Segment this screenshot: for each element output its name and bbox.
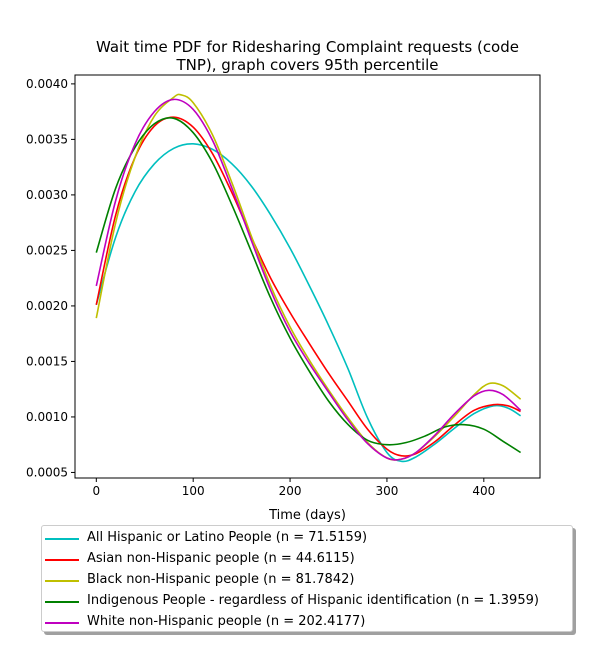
y-tick-label: 0.0015 [26, 354, 68, 368]
y-tick-label: 0.0035 [26, 132, 68, 146]
legend-label: Asian non-Hispanic people (n = 44.6115) [87, 551, 355, 566]
legend-item: White non-Hispanic people (n = 202.4177) [42, 612, 572, 633]
legend: All Hispanic or Latino People (n = 71.51… [41, 525, 573, 632]
x-tick-label: 400 [472, 484, 495, 498]
x-axis: 0 100 200 300 400 [92, 478, 495, 498]
y-tick-label: 0.0025 [26, 243, 68, 257]
legend-swatch [45, 580, 79, 582]
y-tick-label: 0.0010 [26, 410, 68, 424]
legend-item: Indigenous People - regardless of Hispan… [42, 591, 572, 612]
legend-label: White non-Hispanic people (n = 202.4177) [87, 614, 366, 629]
x-tick-label: 300 [375, 484, 398, 498]
x-tick-label: 0 [92, 484, 100, 498]
y-tick-label: 0.0040 [26, 77, 68, 91]
legend-swatch [45, 622, 79, 624]
legend-item: All Hispanic or Latino People (n = 71.51… [42, 528, 572, 549]
legend-label: All Hispanic or Latino People (n = 71.51… [87, 530, 368, 545]
legend-swatch [45, 538, 79, 540]
series-lines [95, 93, 522, 463]
series-line-1 [95, 142, 522, 463]
x-axis-label: Time (days) [268, 508, 346, 523]
y-tick-label: 0.0005 [26, 465, 68, 479]
series-line-5 [95, 98, 522, 461]
x-tick-label: 100 [182, 484, 205, 498]
series-line-2 [95, 116, 521, 457]
legend-label: Indigenous People - regardless of Hispan… [87, 593, 539, 608]
chart-title-line: Wait time PDF for Ridesharing Complaint … [96, 38, 519, 56]
series-line-4 [95, 117, 522, 454]
y-tick-label: 0.0030 [26, 188, 68, 202]
legend-swatch [45, 559, 79, 561]
legend-swatch [45, 601, 79, 603]
legend-item: Black non-Hispanic people (n = 81.7842) [42, 570, 572, 591]
legend-label: Black non-Hispanic people (n = 81.7842) [87, 572, 355, 587]
x-tick-label: 200 [279, 484, 302, 498]
plot-frame [74, 74, 541, 479]
y-tick-label: 0.0020 [26, 299, 68, 313]
chart-title: Wait time PDF for Ridesharing Complaint … [96, 38, 519, 74]
series-line-3 [95, 93, 522, 461]
y-axis: 0.0005 0.0010 0.0015 0.0020 0.0025 0.0030 0.00… [26, 77, 75, 479]
legend-item: Asian non-Hispanic people (n = 44.6115) [42, 549, 572, 570]
chart-title-line: TNP), graph covers 95th percentile [175, 56, 438, 74]
